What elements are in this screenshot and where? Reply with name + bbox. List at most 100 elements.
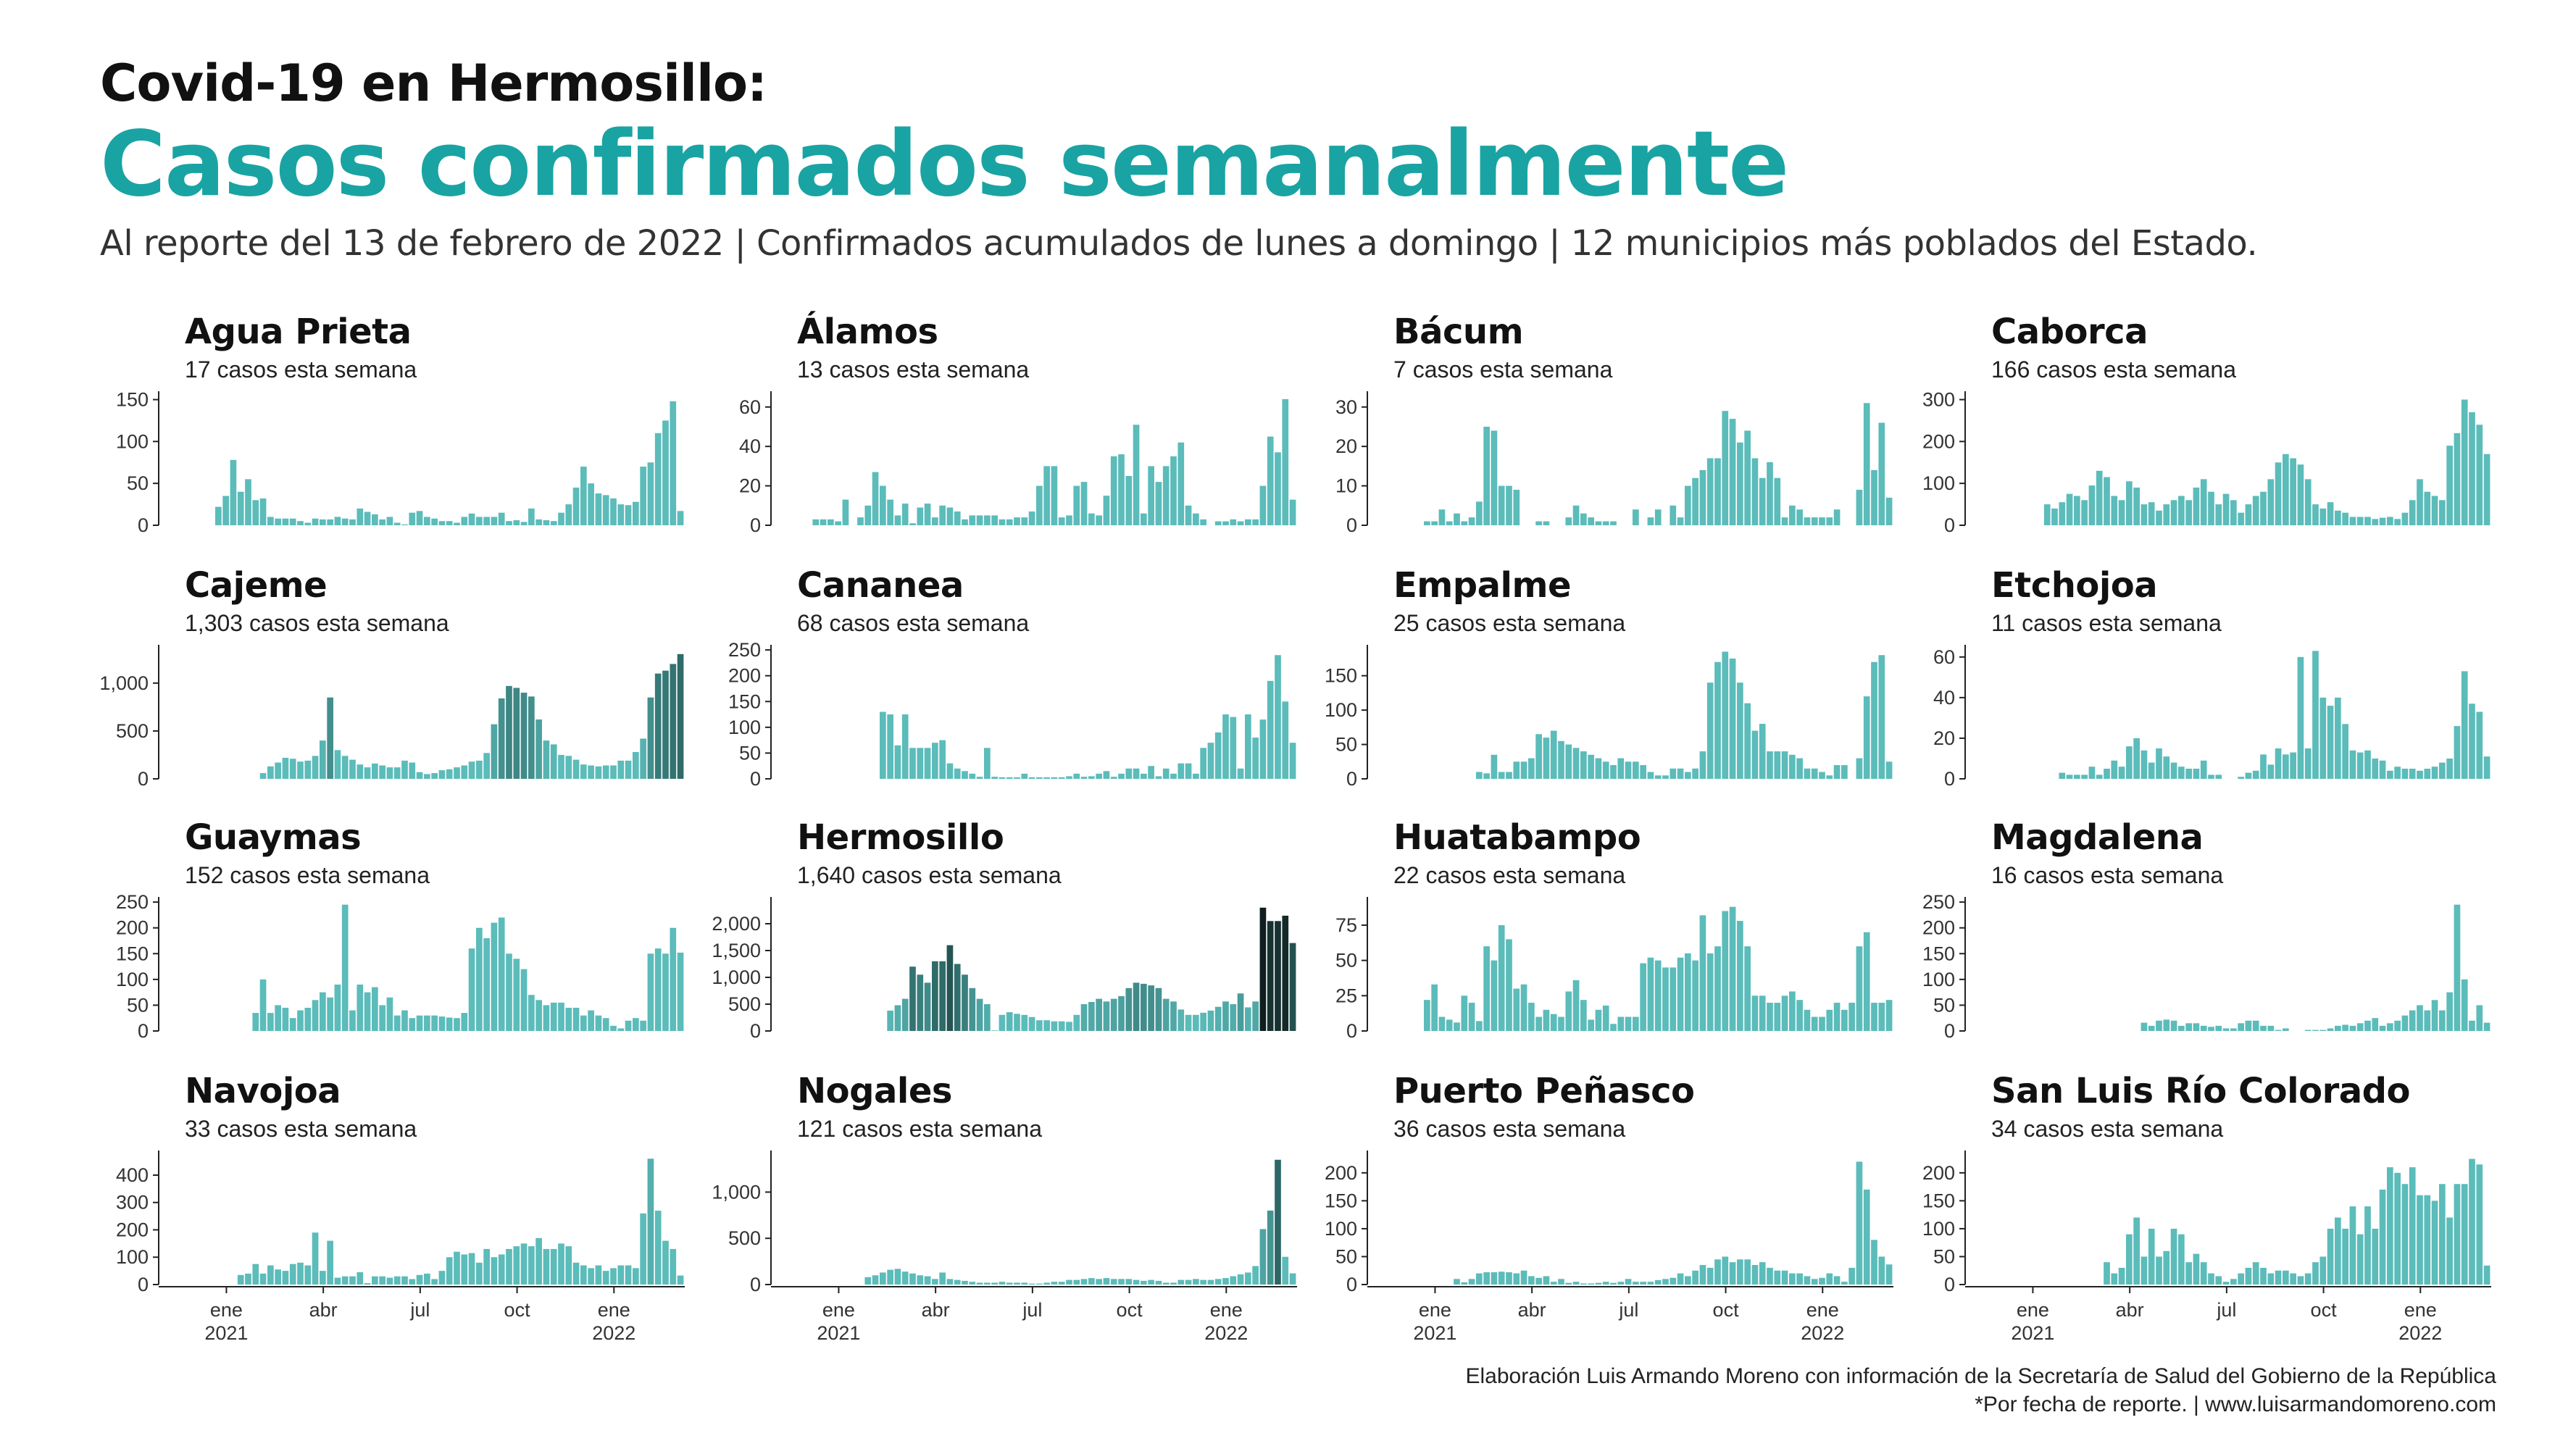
bar xyxy=(1677,957,1684,1031)
x-tick-label: oct xyxy=(2311,1299,2338,1321)
bar xyxy=(647,1158,654,1285)
bar xyxy=(1543,1009,1550,1031)
bar xyxy=(424,517,430,525)
bar xyxy=(535,1000,542,1031)
bar xyxy=(320,740,326,779)
bar xyxy=(1602,521,1609,525)
bar xyxy=(1572,980,1580,1031)
y-tick-label: 50 xyxy=(1933,994,1955,1016)
bar xyxy=(341,756,349,779)
bar xyxy=(610,1268,617,1285)
bar xyxy=(1654,509,1662,525)
bar xyxy=(282,1007,289,1031)
bar xyxy=(1617,1282,1625,1285)
y-tick-label: 10 xyxy=(1335,475,1357,497)
bar xyxy=(1685,485,1691,525)
x-tick-label: jul xyxy=(1022,1299,1042,1321)
bar xyxy=(588,1268,594,1285)
panel-title: Cananea xyxy=(797,565,964,606)
bar xyxy=(1833,1276,1841,1285)
bar xyxy=(1282,1256,1289,1285)
bar xyxy=(1491,1272,1498,1285)
bar xyxy=(1833,765,1841,779)
bar xyxy=(1141,773,1147,779)
bar xyxy=(1535,521,1542,525)
bar xyxy=(1819,772,1825,779)
y-tick-label: 200 xyxy=(116,917,149,939)
bar xyxy=(1796,1000,1803,1031)
bar xyxy=(2446,758,2453,779)
bar xyxy=(1021,773,1028,779)
bar xyxy=(2111,496,2118,525)
bar xyxy=(1080,1279,1088,1285)
bar xyxy=(1640,765,1646,779)
bar xyxy=(267,517,274,525)
panel-subtitle: 25 casos esta semana xyxy=(1393,610,1626,636)
bar xyxy=(2059,502,2066,525)
bar xyxy=(1088,513,1095,525)
bar xyxy=(617,1028,625,1031)
bar xyxy=(1267,921,1274,1031)
bar xyxy=(1125,475,1133,525)
bar xyxy=(1781,995,1788,1031)
bar xyxy=(1438,509,1446,525)
bar xyxy=(2461,399,2468,525)
y-tick-label: 100 xyxy=(116,969,149,990)
bar xyxy=(640,1020,646,1031)
bar xyxy=(1170,1282,1177,1285)
bar xyxy=(1625,761,1632,779)
bar xyxy=(872,472,879,525)
y-tick-label: 250 xyxy=(728,639,761,661)
panel-subtitle: 7 casos esta semana xyxy=(1393,356,1613,383)
bar xyxy=(1237,768,1244,779)
bar xyxy=(1289,943,1296,1031)
bar xyxy=(2356,752,2364,779)
bar xyxy=(1588,517,1594,525)
bar xyxy=(558,1002,564,1031)
bar xyxy=(1043,1020,1050,1031)
bar xyxy=(976,1282,983,1285)
bar xyxy=(1103,496,1110,525)
y-tick-label: 50 xyxy=(1335,1245,1357,1267)
bar xyxy=(1528,1276,1535,1285)
y-tick-label: 50 xyxy=(739,742,761,764)
bar xyxy=(2163,1019,2170,1031)
bar xyxy=(1513,761,1520,779)
bar xyxy=(1714,1259,1721,1285)
bar xyxy=(1819,1016,1825,1031)
bar xyxy=(677,653,684,779)
bar xyxy=(2476,711,2483,779)
bar xyxy=(580,764,587,779)
bar xyxy=(2446,992,2453,1031)
bar xyxy=(1014,517,1020,525)
bar xyxy=(267,1013,274,1031)
bar xyxy=(1207,1010,1214,1031)
bar xyxy=(483,1248,490,1285)
bar xyxy=(1633,1016,1639,1031)
bar xyxy=(999,1282,1006,1285)
bar xyxy=(2260,1267,2267,1285)
bar xyxy=(820,519,827,525)
y-tick-label: 0 xyxy=(1346,1274,1357,1295)
x-tick-label: ene xyxy=(210,1299,243,1321)
y-tick-label: 0 xyxy=(750,1020,761,1042)
source-footer: Elaboración Luis Armando Moreno con info… xyxy=(1465,1362,2496,1419)
bar xyxy=(304,760,312,779)
bar xyxy=(327,997,333,1031)
bar xyxy=(647,953,654,1031)
bar xyxy=(1170,1001,1177,1031)
bar xyxy=(1080,1004,1088,1031)
bar xyxy=(602,765,609,779)
bar-chart: 0 50 100 150 200 250 xyxy=(1922,891,2490,1042)
bar xyxy=(2178,1234,2185,1285)
bar xyxy=(2335,1025,2341,1031)
bar xyxy=(2327,1028,2334,1031)
bar xyxy=(1096,1279,1102,1285)
x-tick-label: ene xyxy=(2017,1299,2049,1321)
bar xyxy=(1781,751,1788,779)
bar xyxy=(1647,1282,1654,1285)
bar xyxy=(2156,510,2162,525)
x-tick-label: ene xyxy=(598,1299,630,1321)
